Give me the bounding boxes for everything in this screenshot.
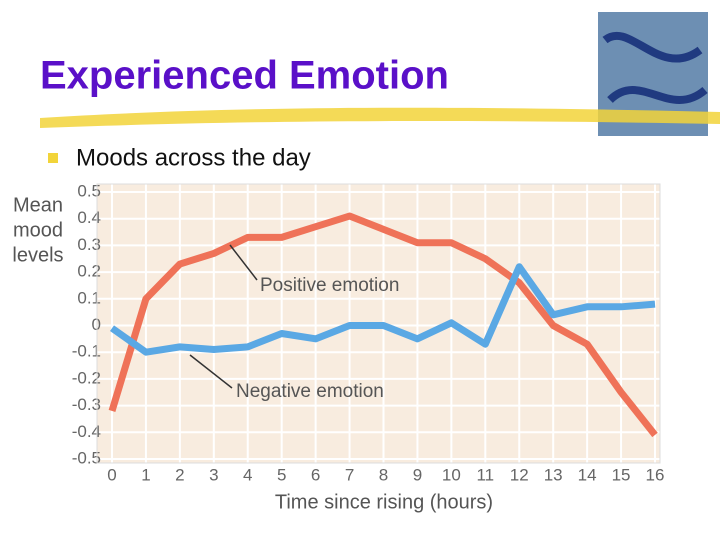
x-tick-label: 5 (277, 465, 286, 484)
y-tick-label: 0.5 (77, 181, 101, 200)
x-tick-label: 3 (209, 465, 218, 484)
x-tick-label: 2 (175, 465, 184, 484)
series-line (108, 212, 658, 438)
y-tick-label: -0.3 (72, 395, 101, 414)
x-tick-label: 0 (107, 465, 116, 484)
plot-frame (96, 183, 661, 464)
chart: 0.50.40.30.20.10-0.1-0.2-0.3-0.4-0.50 1 2 3… (12, 181, 664, 513)
title-underline (40, 107, 720, 128)
y-tick-label: 0 (92, 315, 101, 334)
photo-texture (602, 31, 708, 104)
bullet-marker (48, 153, 58, 163)
y-axis-label: levels (12, 244, 63, 266)
series-label: Negative emotion (236, 381, 384, 402)
annotation-leader (229, 244, 258, 281)
x-tick-label: 10 (442, 465, 461, 484)
x-tick-label: 14 (578, 465, 597, 484)
x-tick-label: 15 (612, 465, 631, 484)
annotation-leader (189, 354, 233, 389)
y-axis-label: Mean (13, 194, 63, 216)
x-tick-label: 4 (243, 465, 252, 484)
x-axis-label: Time since rising (hours) (275, 491, 493, 513)
y-tick-label: -0.1 (72, 342, 101, 361)
y-axis-label: mood (13, 219, 63, 241)
series-label: Positive emotion (260, 275, 399, 296)
title: Experienced Emotion (40, 54, 449, 98)
x-tick-label: 12 (510, 465, 529, 484)
y-tick-label: -0.5 (72, 448, 101, 467)
series-line (109, 263, 656, 356)
x-tick-label: 7 (345, 465, 354, 484)
y-tick-label: 0.1 (77, 288, 101, 307)
y-tick-label: 0.3 (77, 235, 101, 254)
x-tick-label: 9 (413, 465, 422, 484)
x-tick-label: 16 (646, 465, 665, 484)
x-tick-label: 1 (141, 465, 150, 484)
y-tick-label: 0.4 (77, 208, 101, 227)
y-tick-label: -0.2 (72, 368, 101, 387)
x-tick-label: 6 (311, 465, 320, 484)
bullet-text: Moods across the day (76, 144, 311, 171)
y-tick-label: 0.2 (77, 262, 101, 281)
x-tick-label: 8 (379, 465, 388, 484)
x-tick-label: 13 (544, 465, 563, 484)
y-tick-label: -0.4 (72, 422, 101, 441)
x-tick-label: 11 (476, 465, 494, 484)
